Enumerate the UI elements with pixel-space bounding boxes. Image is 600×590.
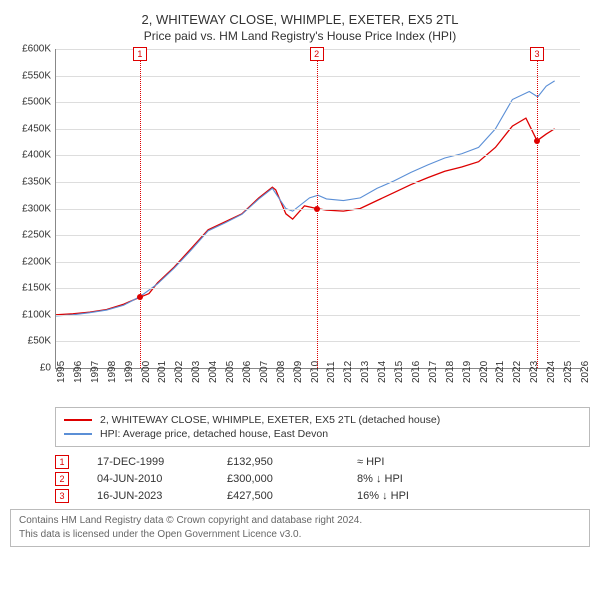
x-axis-label: 2004	[208, 361, 219, 383]
x-axis-label: 2016	[411, 361, 422, 383]
x-axis-label: 2024	[546, 361, 557, 383]
legend-row: 2, WHITEWAY CLOSE, WHIMPLE, EXETER, EX5 …	[64, 414, 581, 426]
x-axis-label: 2001	[157, 361, 168, 383]
x-axis-label: 2020	[479, 361, 490, 383]
y-axis-label: £100K	[11, 309, 51, 320]
footer-line: This data is licensed under the Open Gov…	[19, 528, 581, 542]
sale-hpi-diff: 8% ↓ HPI	[357, 473, 487, 485]
x-axis-label: 2013	[360, 361, 371, 383]
sale-hpi-diff: ≈ HPI	[357, 456, 487, 468]
y-axis-label: £350K	[11, 176, 51, 187]
x-axis-label: 2023	[529, 361, 540, 383]
gridline	[56, 76, 580, 77]
x-axis-label: 2018	[445, 361, 456, 383]
attribution-footer: Contains HM Land Registry data © Crown c…	[10, 509, 590, 547]
sale-marker-icon: 2	[55, 472, 69, 486]
gridline	[56, 315, 580, 316]
gridline	[56, 155, 580, 156]
x-axis-label: 2014	[377, 361, 388, 383]
sale-row: 3 16-JUN-2023£427,50016% ↓ HPI	[55, 489, 590, 503]
sale-price: £427,500	[227, 490, 357, 502]
x-axis-label: 1998	[107, 361, 118, 383]
sale-point	[534, 138, 540, 144]
series-line-hpi	[56, 81, 555, 316]
legend-label: HPI: Average price, detached house, East…	[100, 428, 328, 440]
series-line-property	[56, 118, 555, 315]
sale-date: 17-DEC-1999	[97, 456, 227, 468]
legend-swatch	[64, 433, 92, 435]
sale-marker-box: 1	[133, 47, 147, 61]
x-axis-label: 2003	[191, 361, 202, 383]
sale-marker-box: 2	[310, 47, 324, 61]
x-axis-label: 2015	[394, 361, 405, 383]
legend-row: HPI: Average price, detached house, East…	[64, 428, 581, 440]
price-chart: £0£50K£100K£150K£200K£250K£300K£350K£400…	[55, 49, 580, 399]
sale-marker-icon: 3	[55, 489, 69, 503]
x-axis-label: 2025	[563, 361, 574, 383]
sale-price: £300,000	[227, 473, 357, 485]
gridline	[56, 288, 580, 289]
sale-row: 2 04-JUN-2010£300,0008% ↓ HPI	[55, 472, 590, 486]
y-axis-label: £50K	[11, 336, 51, 347]
y-axis-label: £250K	[11, 230, 51, 241]
x-axis-label: 2022	[512, 361, 523, 383]
page-subtitle: Price paid vs. HM Land Registry's House …	[10, 29, 590, 43]
x-axis-label: 1995	[56, 361, 67, 383]
y-axis-label: £150K	[11, 283, 51, 294]
x-axis-label: 2000	[141, 361, 152, 383]
x-axis-label: 2002	[174, 361, 185, 383]
y-axis-label: £400K	[11, 150, 51, 161]
gridline	[56, 102, 580, 103]
x-axis-label: 2009	[293, 361, 304, 383]
x-axis-label: 2005	[225, 361, 236, 383]
x-axis-label: 2008	[276, 361, 287, 383]
gridline	[56, 182, 580, 183]
sale-marker-line	[537, 49, 538, 368]
gridline	[56, 341, 580, 342]
chart-legend: 2, WHITEWAY CLOSE, WHIMPLE, EXETER, EX5 …	[55, 407, 590, 447]
sales-table: 1 17-DEC-1999£132,950≈ HPI 2 04-JUN-2010£30…	[55, 455, 590, 503]
x-axis-label: 2019	[462, 361, 473, 383]
legend-label: 2, WHITEWAY CLOSE, WHIMPLE, EXETER, EX5 …	[100, 414, 440, 426]
y-axis-label: £500K	[11, 97, 51, 108]
gridline	[56, 129, 580, 130]
sale-marker-box: 3	[530, 47, 544, 61]
gridline	[56, 235, 580, 236]
x-axis-label: 2010	[310, 361, 321, 383]
x-axis-label: 2006	[242, 361, 253, 383]
sale-point	[137, 294, 143, 300]
y-axis-label: £450K	[11, 123, 51, 134]
x-axis-label: 2021	[495, 361, 506, 383]
y-axis-label: £600K	[11, 44, 51, 55]
x-axis-label: 2026	[580, 361, 591, 383]
x-axis-label: 2012	[343, 361, 354, 383]
y-axis-label: £300K	[11, 203, 51, 214]
sale-marker-icon: 1	[55, 455, 69, 469]
sale-marker-line	[140, 49, 141, 368]
sale-price: £132,950	[227, 456, 357, 468]
y-axis-label: £0	[11, 363, 51, 374]
sale-date: 04-JUN-2010	[97, 473, 227, 485]
page-title: 2, WHITEWAY CLOSE, WHIMPLE, EXETER, EX5 …	[10, 12, 590, 27]
y-axis-label: £200K	[11, 256, 51, 267]
sale-row: 1 17-DEC-1999£132,950≈ HPI	[55, 455, 590, 469]
x-axis-label: 1996	[73, 361, 84, 383]
legend-swatch	[64, 419, 92, 421]
x-axis-label: 2007	[259, 361, 270, 383]
gridline	[56, 262, 580, 263]
x-axis-label: 1997	[90, 361, 101, 383]
sale-date: 16-JUN-2023	[97, 490, 227, 502]
footer-line: Contains HM Land Registry data © Crown c…	[19, 514, 581, 528]
x-axis-label: 2011	[326, 361, 337, 383]
sale-point	[314, 206, 320, 212]
x-axis-label: 2017	[428, 361, 439, 383]
y-axis-label: £550K	[11, 70, 51, 81]
x-axis-label: 1999	[124, 361, 135, 383]
sale-hpi-diff: 16% ↓ HPI	[357, 490, 487, 502]
